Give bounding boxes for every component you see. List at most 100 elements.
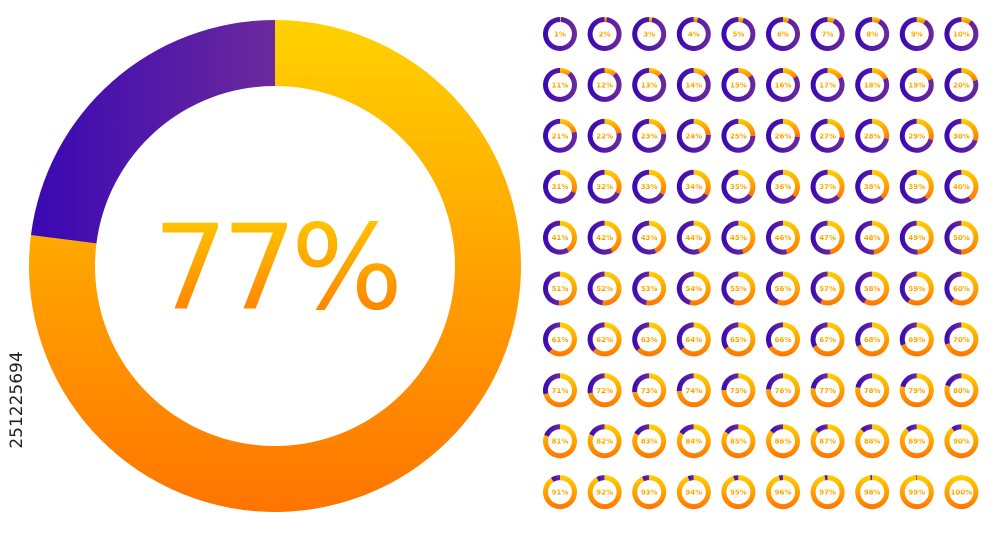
donut-rest bbox=[632, 67, 667, 102]
donut-label: 19% bbox=[908, 81, 925, 89]
donut-label: 24% bbox=[685, 132, 702, 140]
donut-segment bbox=[899, 424, 934, 459]
donut-segment bbox=[592, 322, 622, 357]
donut-rest bbox=[810, 169, 840, 204]
donut-rest bbox=[30, 20, 275, 244]
donut-segment bbox=[604, 17, 607, 23]
donut-label: 45% bbox=[730, 234, 747, 242]
donut-segment bbox=[560, 220, 578, 252]
donut-rest bbox=[587, 322, 605, 352]
donut-segment bbox=[765, 424, 800, 459]
donut-label: 64% bbox=[685, 336, 702, 344]
donut-rest bbox=[632, 271, 650, 306]
donut-label: 84% bbox=[685, 438, 702, 446]
donut-label: 75% bbox=[730, 387, 747, 395]
donut-rest bbox=[632, 220, 657, 255]
donut-rest bbox=[899, 220, 918, 255]
donut-rest bbox=[944, 118, 978, 153]
donut-segment bbox=[558, 271, 578, 306]
donut-segment bbox=[810, 475, 845, 510]
donut-label: 69% bbox=[908, 336, 925, 344]
donut-rest bbox=[676, 322, 694, 351]
donut-rest bbox=[810, 373, 828, 389]
donut-label: 34% bbox=[685, 183, 702, 191]
donut-rest bbox=[778, 475, 783, 481]
donut-rest bbox=[769, 424, 783, 434]
donut-label: 62% bbox=[596, 336, 613, 344]
donut-label: 78% bbox=[864, 387, 881, 395]
donut-segment bbox=[944, 373, 979, 408]
donut-segment bbox=[721, 475, 756, 510]
donut-rest bbox=[860, 424, 873, 433]
donut-rest bbox=[810, 17, 845, 51]
donut-rest bbox=[542, 67, 577, 102]
donut-label: 35% bbox=[730, 183, 747, 191]
donut-segment bbox=[733, 271, 756, 306]
donut-segment bbox=[693, 17, 699, 23]
donut-label: 43% bbox=[641, 234, 658, 242]
donut-rest bbox=[765, 220, 788, 255]
donut-rest bbox=[676, 67, 711, 102]
donut-segment bbox=[543, 373, 578, 408]
donut-segment bbox=[680, 322, 711, 357]
donut-label: 59% bbox=[908, 285, 925, 293]
donut-segment bbox=[907, 271, 934, 306]
donut-segment bbox=[961, 118, 979, 142]
donut-label: 76% bbox=[775, 387, 792, 395]
donut-segment bbox=[649, 169, 667, 195]
donut-segment bbox=[549, 322, 578, 357]
donut-rest bbox=[855, 322, 873, 347]
donut-rest bbox=[587, 118, 622, 153]
donut-rest bbox=[632, 373, 650, 393]
donut-rest bbox=[543, 271, 560, 306]
donut-segment bbox=[916, 118, 934, 141]
donut-label: 11% bbox=[552, 81, 569, 89]
donut-rest bbox=[766, 271, 783, 305]
donut-segment bbox=[855, 475, 890, 510]
donut-segment bbox=[636, 322, 667, 357]
donut-rest bbox=[810, 67, 845, 102]
donut-label: 21% bbox=[552, 132, 569, 140]
donut-segment bbox=[864, 271, 890, 306]
donut-label: 13% bbox=[641, 81, 658, 89]
donut-segment bbox=[604, 169, 622, 194]
donut-label: 44% bbox=[685, 234, 702, 242]
donut-rest bbox=[721, 169, 753, 204]
donut-segment bbox=[604, 118, 622, 134]
donut-rest bbox=[550, 475, 560, 482]
donut-rest bbox=[543, 17, 578, 51]
donut-rest bbox=[870, 475, 873, 481]
donut-segment bbox=[872, 17, 881, 24]
donut-rest bbox=[944, 169, 972, 204]
donut-rest bbox=[587, 220, 613, 255]
donut-rest bbox=[766, 17, 800, 52]
donut-label: 16% bbox=[775, 81, 792, 89]
donut-rest bbox=[721, 373, 739, 391]
donut-label: 77% bbox=[153, 198, 397, 336]
donut-label: 86% bbox=[775, 438, 792, 446]
donut-label: 79% bbox=[908, 387, 925, 395]
donut-label: 29% bbox=[908, 132, 925, 140]
donut-label: 93% bbox=[641, 489, 658, 497]
donut-label: 68% bbox=[864, 336, 881, 344]
donut-segment bbox=[738, 67, 753, 78]
donut-label: 63% bbox=[641, 336, 658, 344]
donut-label: 94% bbox=[685, 489, 702, 497]
donut-label: 26% bbox=[775, 132, 792, 140]
donut-label: 38% bbox=[864, 183, 881, 191]
donut-label: 97% bbox=[819, 489, 836, 497]
image-id: 251225694 bbox=[7, 351, 27, 448]
donut-segment bbox=[872, 169, 890, 200]
donut-segment bbox=[766, 475, 800, 510]
donut-segment bbox=[872, 220, 890, 255]
donut-label: 2% bbox=[599, 31, 611, 39]
donut-rest bbox=[899, 322, 917, 346]
donut-label: 23% bbox=[641, 132, 658, 140]
donut-segment bbox=[632, 475, 667, 510]
donut-label: 82% bbox=[596, 438, 613, 446]
donut-segment bbox=[916, 67, 933, 81]
donut-rest bbox=[679, 424, 694, 435]
donut-label: 92% bbox=[596, 489, 613, 497]
donut-label: 31% bbox=[552, 183, 569, 191]
donut-label: 27% bbox=[819, 132, 836, 140]
